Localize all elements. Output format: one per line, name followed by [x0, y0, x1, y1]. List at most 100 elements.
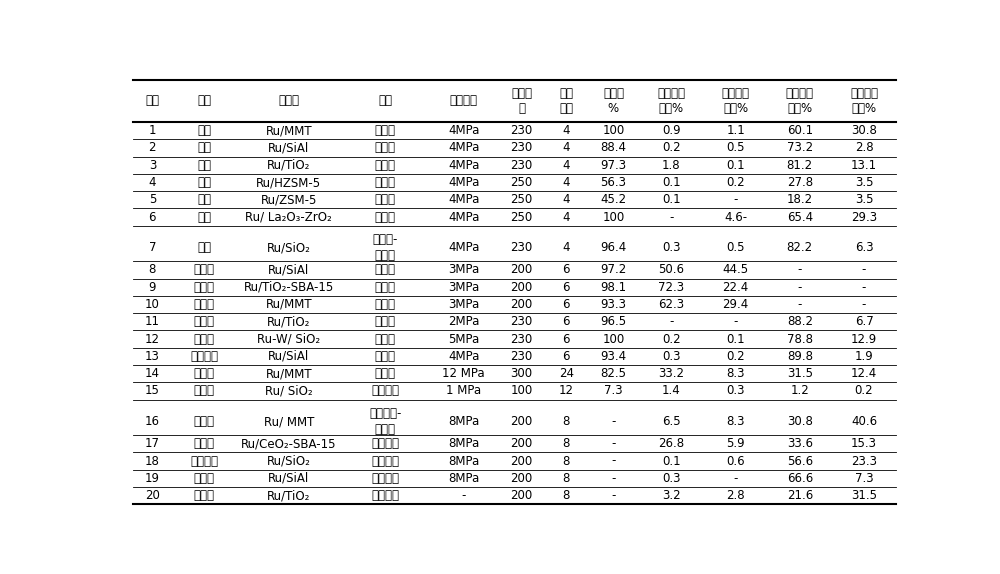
- Text: 3MPa: 3MPa: [448, 281, 479, 294]
- Text: 27.8: 27.8: [787, 176, 813, 189]
- Text: 5MPa: 5MPa: [448, 332, 479, 346]
- Text: Ru/SiAl: Ru/SiAl: [268, 263, 309, 277]
- Text: 44.5: 44.5: [723, 263, 749, 277]
- Text: 3.2: 3.2: [662, 489, 681, 502]
- Text: 16: 16: [145, 415, 160, 428]
- Text: 环己烷: 环己烷: [375, 367, 396, 380]
- Text: 73.2: 73.2: [787, 141, 813, 154]
- Text: 2.8: 2.8: [855, 141, 873, 154]
- Text: 96.5: 96.5: [600, 315, 626, 328]
- Text: 19: 19: [145, 472, 160, 485]
- Text: 21.6: 21.6: [787, 489, 813, 502]
- Text: Ru/MMT: Ru/MMT: [266, 124, 312, 137]
- Text: 正壬烷: 正壬烷: [375, 298, 396, 311]
- Text: Ru-W/ SiO₂: Ru-W/ SiO₂: [257, 332, 320, 346]
- Text: 7.3: 7.3: [855, 472, 873, 485]
- Text: 3: 3: [149, 158, 156, 172]
- Text: -: -: [733, 472, 738, 485]
- Text: 12: 12: [559, 385, 574, 397]
- Text: 转化率
%: 转化率 %: [603, 87, 624, 115]
- Text: 8: 8: [562, 437, 570, 450]
- Text: 13: 13: [145, 350, 160, 363]
- Text: 正十五烷
产率%: 正十五烷 产率%: [657, 87, 685, 115]
- Text: 7: 7: [149, 241, 156, 254]
- Text: 正壬烷: 正壬烷: [375, 263, 396, 277]
- Text: 油酸: 油酸: [197, 158, 211, 172]
- Text: 1 MPa: 1 MPa: [446, 385, 481, 397]
- Text: 8MPa: 8MPa: [448, 455, 479, 467]
- Text: 亚油酸: 亚油酸: [194, 332, 215, 346]
- Text: 正葵烷: 正葵烷: [375, 193, 396, 206]
- Text: 97.2: 97.2: [600, 263, 627, 277]
- Text: 0.2: 0.2: [662, 141, 681, 154]
- Text: 硬脂酸: 硬脂酸: [194, 315, 215, 328]
- Text: 催化剂: 催化剂: [278, 95, 299, 107]
- Text: 56.6: 56.6: [787, 455, 813, 467]
- Text: 1.4: 1.4: [662, 385, 681, 397]
- Text: 3.5: 3.5: [855, 176, 873, 189]
- Text: 33.6: 33.6: [787, 437, 813, 450]
- Text: 200: 200: [510, 263, 533, 277]
- Text: 230: 230: [510, 241, 533, 254]
- Text: Ru/CeO₂-SBA-15: Ru/CeO₂-SBA-15: [241, 437, 337, 450]
- Text: 9: 9: [149, 281, 156, 294]
- Text: 17: 17: [145, 437, 160, 450]
- Text: 反应
时间: 反应 时间: [559, 87, 573, 115]
- Text: 4MPa: 4MPa: [448, 176, 479, 189]
- Text: 大豆油: 大豆油: [194, 489, 215, 502]
- Text: Ru/ SiO₂: Ru/ SiO₂: [265, 385, 313, 397]
- Text: 反应压强: 反应压强: [450, 95, 478, 107]
- Text: 81.2: 81.2: [787, 158, 813, 172]
- Text: 40.6: 40.6: [851, 415, 877, 428]
- Text: 8MPa: 8MPa: [448, 472, 479, 485]
- Text: -: -: [669, 211, 674, 224]
- Text: -: -: [611, 472, 616, 485]
- Text: 0.3: 0.3: [662, 350, 681, 363]
- Text: 3MPa: 3MPa: [448, 298, 479, 311]
- Text: 11: 11: [145, 315, 160, 328]
- Text: 300: 300: [511, 367, 533, 380]
- Text: 油酸: 油酸: [197, 141, 211, 154]
- Text: 葵花籽油: 葵花籽油: [190, 455, 218, 467]
- Text: 31.5: 31.5: [851, 489, 877, 502]
- Text: 6: 6: [562, 298, 570, 311]
- Text: 0.3: 0.3: [726, 385, 745, 397]
- Text: 200: 200: [510, 298, 533, 311]
- Text: 6.5: 6.5: [662, 415, 681, 428]
- Text: 4MPa: 4MPa: [448, 141, 479, 154]
- Text: Ru/ MMT: Ru/ MMT: [264, 415, 314, 428]
- Text: 18: 18: [145, 455, 160, 467]
- Text: 正十六烷
产率%: 正十六烷 产率%: [722, 87, 750, 115]
- Text: 0.2: 0.2: [855, 385, 873, 397]
- Text: Ru/SiAl: Ru/SiAl: [268, 350, 309, 363]
- Text: Ru/HZSM-5: Ru/HZSM-5: [256, 176, 321, 189]
- Text: 24: 24: [559, 367, 574, 380]
- Text: 14: 14: [145, 367, 160, 380]
- Text: 0.5: 0.5: [726, 241, 745, 254]
- Text: 200: 200: [510, 415, 533, 428]
- Text: 82.5: 82.5: [600, 367, 626, 380]
- Text: 正辛烷: 正辛烷: [375, 350, 396, 363]
- Text: 0.2: 0.2: [726, 350, 745, 363]
- Text: 油酸: 油酸: [197, 176, 211, 189]
- Text: 26.8: 26.8: [658, 437, 684, 450]
- Text: 100: 100: [602, 211, 625, 224]
- Text: Ru/SiO₂: Ru/SiO₂: [267, 455, 311, 467]
- Text: 230: 230: [510, 350, 533, 363]
- Text: 8: 8: [562, 489, 570, 502]
- Text: 正葵烷: 正葵烷: [375, 332, 396, 346]
- Text: -: -: [798, 281, 802, 294]
- Text: Ru/SiAl: Ru/SiAl: [268, 472, 309, 485]
- Text: -: -: [798, 263, 802, 277]
- Text: 溶剂: 溶剂: [378, 95, 392, 107]
- Text: 4: 4: [562, 141, 570, 154]
- Text: 12: 12: [145, 332, 160, 346]
- Text: 1.8: 1.8: [662, 158, 681, 172]
- Text: 200: 200: [510, 455, 533, 467]
- Text: 88.2: 88.2: [787, 315, 813, 328]
- Text: 正壬烷: 正壬烷: [375, 176, 396, 189]
- Text: 230: 230: [510, 315, 533, 328]
- Text: 200: 200: [510, 489, 533, 502]
- Text: 6: 6: [562, 315, 570, 328]
- Text: Ru/SiO₂: Ru/SiO₂: [267, 241, 311, 254]
